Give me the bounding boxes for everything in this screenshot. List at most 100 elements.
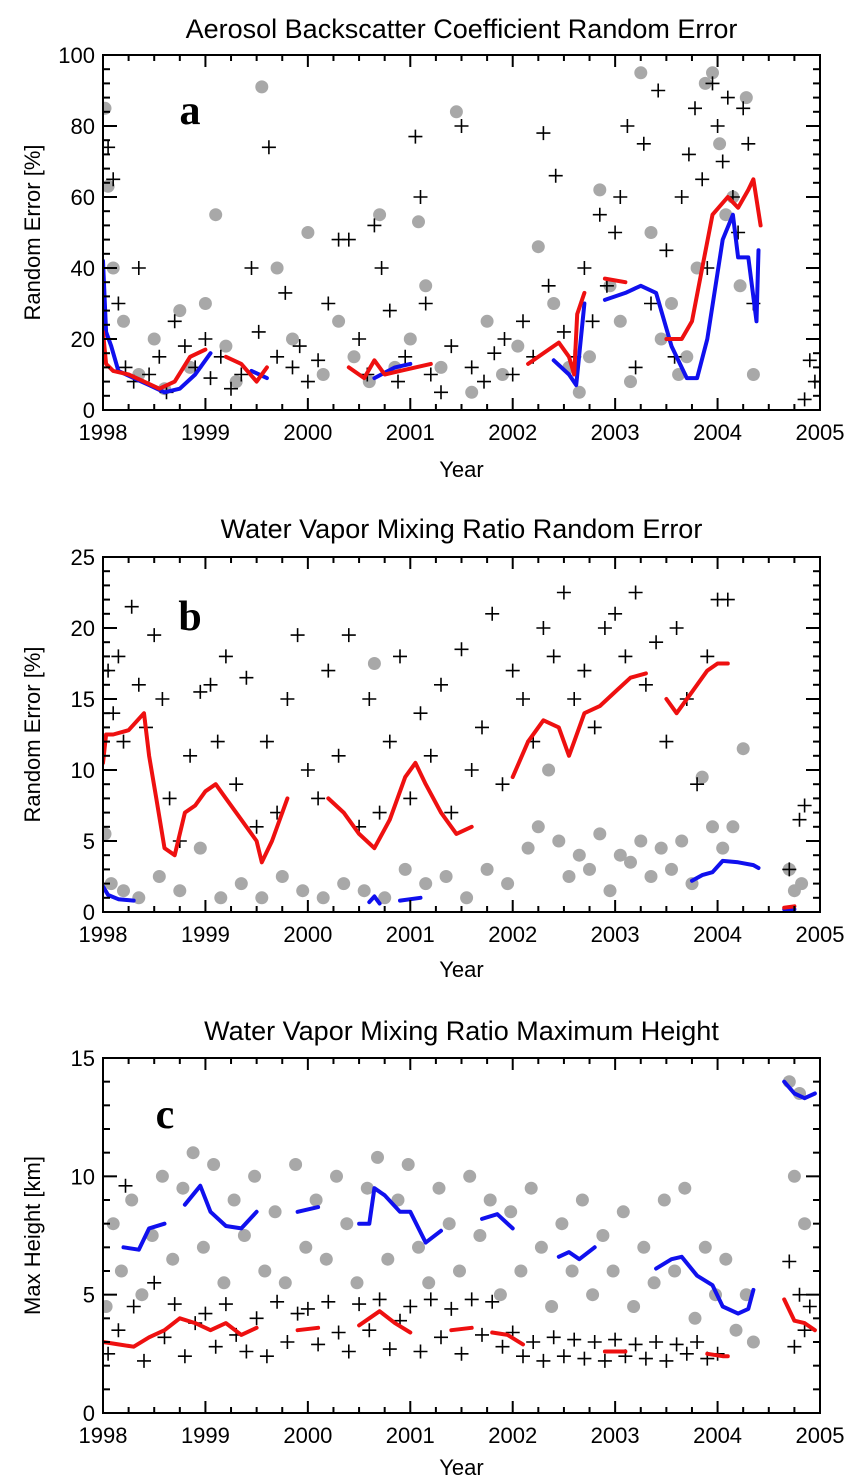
panel-letter: b <box>178 594 201 640</box>
panel-b: Water Vapor Mixing Ratio Random Error 199… <box>20 514 844 982</box>
data-point-cross <box>285 360 300 375</box>
data-point-gray <box>654 332 668 346</box>
y-tick-label: 5 <box>83 1283 95 1308</box>
data-point-gray <box>219 339 233 353</box>
data-point-cross <box>556 585 571 600</box>
data-point-cross <box>131 261 146 275</box>
series-line-blue <box>121 1221 167 1252</box>
data-point-gray <box>647 1276 661 1290</box>
data-point-cross <box>131 677 146 692</box>
data-point-gray <box>480 862 494 876</box>
data-point-gray <box>583 862 596 876</box>
data-point-gray <box>787 1169 801 1183</box>
data-point-gray <box>114 1264 128 1278</box>
y-tick-label: 60 <box>71 185 95 210</box>
data-point-cross <box>418 296 433 311</box>
data-point-cross <box>341 232 356 247</box>
data-point-cross <box>597 1353 612 1368</box>
x-tick-label: 2000 <box>283 922 332 947</box>
series-line-red <box>782 904 797 910</box>
data-point-gray <box>603 884 617 898</box>
data-point-cross <box>516 1349 530 1364</box>
data-point-gray <box>373 208 387 222</box>
data-point-cross <box>362 692 377 706</box>
data-point-gray <box>514 1264 528 1278</box>
data-point-cross <box>495 1339 510 1354</box>
data-point-cross <box>444 339 459 354</box>
data-point-cross <box>331 1325 346 1340</box>
data-point-cross <box>695 172 710 187</box>
data-point-gray <box>627 1300 641 1313</box>
x-tick-label: 2000 <box>283 1423 332 1448</box>
data-point-cross <box>792 812 807 827</box>
data-point-gray <box>531 240 545 254</box>
data-point-gray <box>371 1150 384 1164</box>
data-point-cross <box>137 1353 151 1368</box>
data-point-cross <box>577 1351 592 1366</box>
series-line-blue <box>480 1212 515 1231</box>
data-point-cross <box>715 154 730 169</box>
data-point-gray <box>613 314 627 328</box>
data-point-gray <box>289 1158 303 1171</box>
data-point-cross <box>183 748 198 763</box>
data-point-cross <box>674 190 689 204</box>
data-point-gray <box>258 1264 272 1278</box>
panel-a: Aerosol Backscatter Coefficient Random E… <box>20 14 844 482</box>
data-point-cross <box>475 1327 489 1342</box>
data-point-gray <box>125 1193 139 1207</box>
data-point-cross <box>152 349 167 364</box>
data-point-cross <box>382 1342 397 1357</box>
data-point-gray <box>340 1217 354 1231</box>
x-tick-label: 1999 <box>181 1423 230 1448</box>
data-point-gray <box>214 891 228 905</box>
x-tick-label: 1999 <box>181 420 230 445</box>
data-point-cross <box>408 129 423 144</box>
data-point-cross <box>444 1301 459 1316</box>
data-point-cross <box>177 339 192 354</box>
data-point-gray <box>434 360 448 374</box>
series-line-blue <box>357 1186 443 1245</box>
y-axis-label: Random Error [%] <box>20 144 45 320</box>
data-point-gray <box>286 332 299 346</box>
data-point-cross <box>218 1297 233 1312</box>
data-point-cross <box>147 1275 162 1290</box>
data-point-gray <box>746 368 760 381</box>
data-point-gray <box>332 314 346 328</box>
data-point-cross <box>290 1306 305 1321</box>
data-point-gray <box>432 1181 446 1195</box>
data-point-gray <box>795 877 809 891</box>
x-tick-label: 2001 <box>386 922 435 947</box>
series-line-red <box>526 290 587 377</box>
data-point-cross <box>681 147 696 162</box>
data-point-cross <box>546 649 561 664</box>
data-point-cross <box>218 649 233 664</box>
series-line-blue <box>372 361 413 381</box>
data-point-cross <box>244 261 259 275</box>
data-point-cross <box>516 692 530 706</box>
data-point-cross <box>536 126 551 141</box>
data-point-gray <box>511 339 525 353</box>
data-point-gray <box>555 1217 569 1231</box>
data-point-cross <box>280 1335 295 1349</box>
data-point-cross <box>464 360 479 375</box>
plot-area <box>103 66 820 407</box>
data-point-gray <box>217 1276 231 1290</box>
data-point-cross <box>413 190 428 204</box>
series-line-blue <box>556 1245 597 1262</box>
y-tick-label: 15 <box>71 1046 95 1071</box>
data-point-gray <box>637 1240 651 1254</box>
data-point-cross <box>300 763 315 777</box>
data-point-cross <box>669 1337 684 1352</box>
y-tick-label: 5 <box>83 829 95 854</box>
data-point-cross <box>382 734 397 749</box>
data-point-gray <box>698 1240 712 1254</box>
data-point-cross <box>505 663 520 678</box>
data-point-gray <box>173 884 187 898</box>
panel-letter: a <box>180 88 201 134</box>
data-point-cross <box>585 314 600 329</box>
data-point-cross <box>608 606 623 621</box>
data-point-gray <box>483 1193 497 1207</box>
series-line-red <box>782 1297 817 1333</box>
data-point-cross <box>341 1344 356 1359</box>
data-point-gray <box>378 891 392 905</box>
